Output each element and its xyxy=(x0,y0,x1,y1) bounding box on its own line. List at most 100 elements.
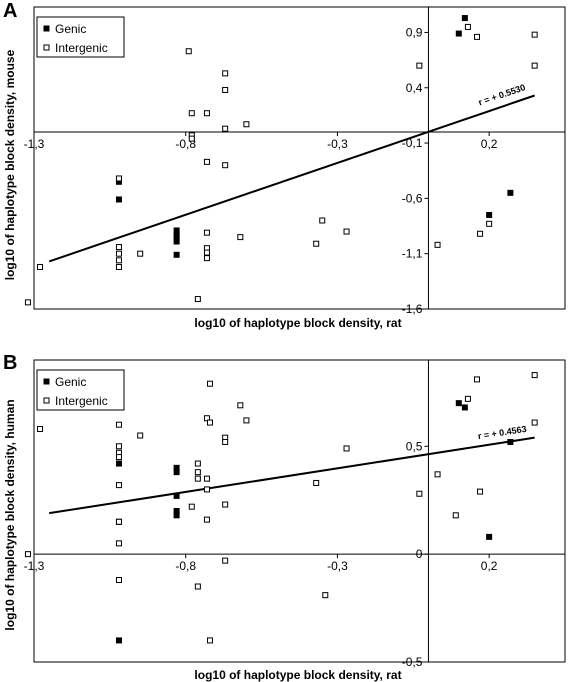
panel-a-y-axis-title: log10 of haplotype block density, mouse xyxy=(3,49,17,280)
panel-b-r-label: r = + 0.4563 xyxy=(477,424,527,441)
panel-b-intergenic-point xyxy=(322,592,329,599)
panel-b-intergenic-point xyxy=(434,471,441,478)
panel-b-genic-point xyxy=(173,469,180,476)
panel-a-legend-box xyxy=(36,16,125,58)
panel-b: B -1,3 -0,8 -0,3 0,2 -0,5 0 0,5 r = + 0.4563 Ge… xyxy=(3,352,566,682)
panel-b-y-tick-label: 0,5 xyxy=(406,439,423,453)
panel-b-genic-point xyxy=(455,400,462,407)
panel-b-legend-intergenic-label: Intergenic xyxy=(55,394,108,408)
panel-b-intergenic-point xyxy=(115,443,122,450)
panel-b-genic-point xyxy=(173,492,180,499)
panel-b-legend-genic-marker xyxy=(43,378,50,385)
panel-b-intergenic-point xyxy=(222,501,229,508)
panel-a-legend-genic-marker xyxy=(43,25,50,32)
panel-a-trendline xyxy=(48,94,535,263)
panel-b-intergenic-point xyxy=(452,512,459,519)
panel-b-intergenic-point xyxy=(203,486,210,493)
panel-a-intergenic-point xyxy=(203,255,210,262)
panel-b-y-tick-label: -0,5 xyxy=(402,655,423,669)
panel-a-x-axis-title: log10 of haplotype block density, rat xyxy=(194,316,401,330)
panel-b-trendline xyxy=(49,436,535,515)
panel-a-intergenic-point xyxy=(115,244,122,251)
panel-a-intergenic-point xyxy=(477,230,484,237)
panel-b-y-axis-title: log10 of haplotype block density, human xyxy=(3,399,17,630)
panel-b-intergenic-point xyxy=(464,395,471,402)
panel-a-intergenic-point xyxy=(237,234,244,241)
panel-a-intergenic-point xyxy=(203,229,210,236)
panel-a-x-tick-label: -1,3 xyxy=(24,137,45,151)
panel-b-intergenic-point xyxy=(531,419,538,426)
panel-a-frame xyxy=(33,6,566,310)
panel-b-intergenic-point xyxy=(115,421,122,428)
panel-a-intergenic-point xyxy=(222,162,229,169)
panel-a-intergenic-point xyxy=(313,240,320,247)
panel-a-legend-intergenic-label: Intergenic xyxy=(55,41,108,55)
panel-b-intergenic-point xyxy=(313,479,320,486)
panel-a-intergenic-point xyxy=(203,249,210,256)
panel-b-x-tick-label: -0,8 xyxy=(175,559,196,573)
panel-b-intergenic-point xyxy=(194,460,201,467)
panel-b-intergenic-point xyxy=(474,376,481,383)
panel-b-frame xyxy=(33,359,566,663)
panel-b-genic-point xyxy=(115,637,122,644)
panel-a-r-label: r = + 0.5530 xyxy=(477,82,527,107)
panel-a-intergenic-point xyxy=(222,70,229,77)
panel-b-intergenic-point xyxy=(115,454,122,461)
panel-a-genic-point xyxy=(486,211,493,218)
panel-b-intergenic-point xyxy=(222,438,229,445)
panel-b-intergenic-point xyxy=(203,516,210,523)
panel-a-x-tick-label: -0,3 xyxy=(327,137,348,151)
panel-a-intergenic-point xyxy=(115,175,122,182)
panel-b-intergenic-point xyxy=(37,426,44,433)
panel-a-intergenic-point xyxy=(188,135,195,142)
panel-a-intergenic-point xyxy=(188,110,195,117)
panel-b-intergenic-point xyxy=(206,419,213,426)
panel-a-y-tick-label: -0,6 xyxy=(402,191,423,205)
panel-a-intergenic-point xyxy=(222,86,229,93)
panel-b-x-tick-label: -1,3 xyxy=(24,559,45,573)
panel-a-intergenic-point xyxy=(486,220,493,227)
panel-b-y-tick-label: 0 xyxy=(416,547,423,561)
panel-a-intergenic-point xyxy=(194,296,201,303)
panel-a-intergenic-point xyxy=(531,31,538,38)
panel-a-legend-genic-label: Genic xyxy=(55,22,86,36)
panel-a-y-tick-label: -1,6 xyxy=(402,302,423,316)
panel-a-intergenic-point xyxy=(416,62,423,69)
panel-b-intergenic-point xyxy=(206,380,213,387)
panel-b-genic-point xyxy=(461,404,468,411)
panel-a-intergenic-point xyxy=(464,23,471,30)
panel-b-legend-box xyxy=(36,369,125,411)
panel-b-intergenic-point xyxy=(416,490,423,497)
panel-a-y-tick-label: 0,4 xyxy=(406,81,423,95)
panel-a-intergenic-point xyxy=(243,121,250,128)
panel-a-legend-intergenic-marker xyxy=(43,44,50,51)
panel-b-intergenic-point xyxy=(115,577,122,584)
panel-a-genic-point xyxy=(455,30,462,37)
panel-b-intergenic-point xyxy=(194,469,201,476)
panel-a-y-tick-label: 0,9 xyxy=(406,25,423,39)
panel-b-intergenic-point xyxy=(188,503,195,510)
panel-a-intergenic-point xyxy=(24,299,31,306)
panel-b-genic-point xyxy=(173,512,180,519)
panel-b-marks: -1,3 -0,8 -0,3 0,2 -0,5 0 0,5 r = + 0.4563 xyxy=(24,360,565,669)
panel-b-intergenic-point xyxy=(137,432,144,439)
panel-a-intergenic-point xyxy=(115,257,122,264)
panel-b-intergenic-point xyxy=(115,540,122,547)
panel-b-intergenic-point xyxy=(24,551,31,558)
panel-b-x-tick-label: 0,2 xyxy=(481,559,498,573)
panel-a-genic-point xyxy=(173,238,180,245)
panel-b-genic-point xyxy=(115,460,122,467)
panel-b-legend: Genic Intergenic xyxy=(36,369,125,411)
panel-b-intergenic-point xyxy=(203,415,210,422)
panel-a-intergenic-point xyxy=(343,228,350,235)
panel-a-x-tick-label: 0,2 xyxy=(481,137,498,151)
panel-a-intergenic-point xyxy=(37,263,44,270)
panel-a-intergenic-point xyxy=(531,62,538,69)
panel-a-y-tick-label: -1,1 xyxy=(402,247,423,261)
panel-a-intergenic-point xyxy=(474,33,481,40)
panel-a-intergenic-point xyxy=(319,217,326,224)
panel-a-genic-point xyxy=(173,251,180,258)
panel-b-letter: B xyxy=(3,352,17,374)
panel-b-intergenic-point xyxy=(237,402,244,409)
